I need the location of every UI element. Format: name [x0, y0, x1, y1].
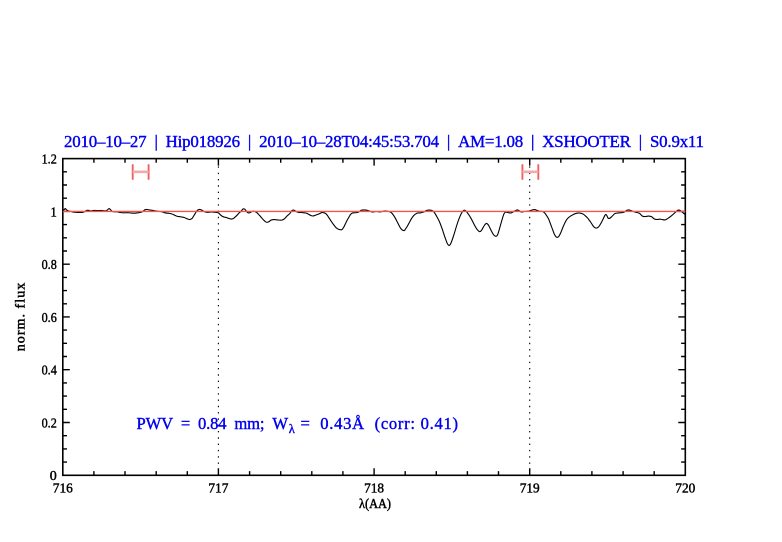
svg-text:716: 716	[53, 481, 73, 496]
svg-text:λ(AA): λ(AA)	[359, 497, 391, 512]
svg-text:0.2: 0.2	[42, 416, 57, 431]
svg-text:PWV = 0.84 mm; W: PWV = 0.84 mm; W	[137, 414, 289, 433]
svg-text:2010–10–27 | Hip018926 | 2: 2010–10–27 | Hip018926 | 2010–10–28T04:4…	[64, 132, 704, 151]
svg-text:720: 720	[675, 481, 695, 496]
svg-text:λ: λ	[289, 422, 295, 436]
svg-text:717: 717	[208, 481, 228, 496]
svg-text:0: 0	[50, 469, 57, 484]
svg-text:0.6: 0.6	[42, 311, 57, 326]
svg-text:norm. flux: norm. flux	[13, 283, 28, 352]
svg-text:0.8: 0.8	[42, 258, 57, 273]
svg-text:719: 719	[520, 481, 540, 496]
svg-text:= 0.43Å (corr: 0.41): = 0.43Å (corr: 0.41)	[301, 414, 459, 433]
svg-text:1: 1	[51, 205, 57, 220]
svg-text:1.2: 1.2	[42, 153, 57, 168]
svg-text:718: 718	[364, 481, 384, 496]
svg-text:0.4: 0.4	[42, 364, 57, 379]
